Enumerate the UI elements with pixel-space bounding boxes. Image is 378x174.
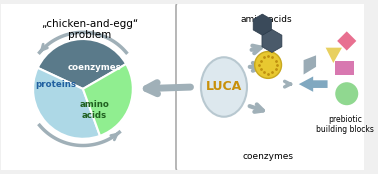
Wedge shape — [38, 39, 126, 89]
Wedge shape — [83, 64, 133, 136]
Text: coenzymes: coenzymes — [68, 63, 121, 72]
Text: „chicken-and-egg“
problem: „chicken-and-egg“ problem — [41, 19, 138, 41]
Polygon shape — [337, 31, 356, 50]
Circle shape — [255, 52, 282, 78]
Polygon shape — [299, 76, 328, 92]
Text: aminoacids: aminoacids — [240, 15, 292, 24]
FancyBboxPatch shape — [176, 2, 366, 172]
Text: LUCA: LUCA — [206, 81, 242, 93]
Bar — [335, 61, 355, 74]
Text: prebiotic
building blocks: prebiotic building blocks — [316, 115, 374, 134]
Circle shape — [335, 82, 358, 105]
Polygon shape — [304, 55, 316, 74]
Wedge shape — [33, 68, 100, 139]
Text: proteins: proteins — [36, 80, 77, 89]
Polygon shape — [262, 29, 282, 53]
Polygon shape — [253, 14, 271, 35]
Text: amino
acids: amino acids — [79, 100, 109, 120]
Text: coenzymes: coenzymes — [243, 152, 294, 161]
FancyBboxPatch shape — [0, 2, 180, 172]
Ellipse shape — [201, 57, 247, 117]
Polygon shape — [325, 48, 342, 63]
